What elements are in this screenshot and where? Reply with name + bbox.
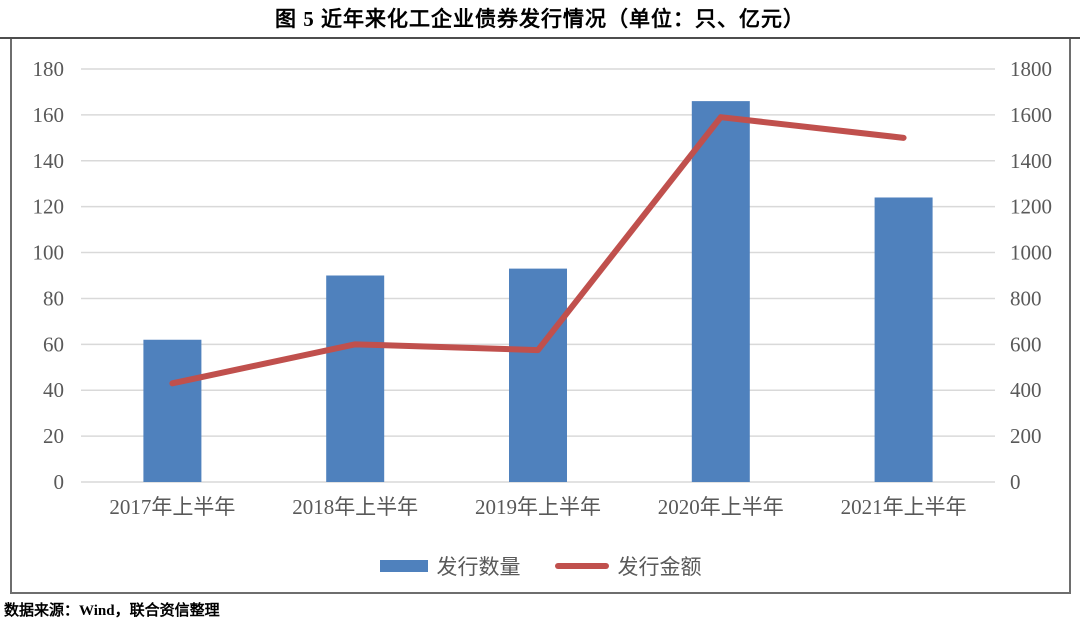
left-axis-tick-label: 20 xyxy=(43,424,64,448)
right-axis-tick-label: 400 xyxy=(1010,378,1042,402)
line-series-swatch xyxy=(554,563,609,569)
bar xyxy=(691,101,750,482)
bar-series-swatch xyxy=(379,560,428,572)
right-axis-tick-label: 1800 xyxy=(1010,57,1052,81)
bar xyxy=(874,197,933,482)
legend-label-line: 发行金额 xyxy=(617,555,702,579)
legend-item-line-series: 发行金额 xyxy=(554,551,702,581)
left-axis-tick-label: 100 xyxy=(33,241,65,265)
right-axis-labels: 0 200 400 600 800 1000 1200 1400 1600 1800 xyxy=(1010,57,1052,494)
bar-series xyxy=(143,101,933,482)
left-axis-tick-label: 140 xyxy=(33,149,65,173)
right-axis-tick-label: 200 xyxy=(1010,424,1042,448)
line-series xyxy=(169,114,907,387)
bar xyxy=(143,339,202,482)
left-axis-tick-label: 60 xyxy=(43,332,64,356)
right-axis-tick-label: 1600 xyxy=(1010,103,1052,127)
bar xyxy=(509,268,567,482)
x-axis-category-label: 2021年上半年 xyxy=(841,495,967,519)
chart-plot-area: 0 20 40 60 80 100 120 140 160 180 0 200 400 600 800 100… xyxy=(10,39,1071,594)
chart-title: 图 5 近年来化工企业债券发行情况（单位：只、亿元） xyxy=(275,7,805,31)
right-axis-tick-label: 1200 xyxy=(1010,195,1052,219)
right-axis-tick-label: 800 xyxy=(1010,286,1042,310)
chart-legend: 发行数量 发行金额 xyxy=(12,551,1069,581)
right-axis-tick-label: 1400 xyxy=(1010,149,1052,173)
gridlines xyxy=(81,68,995,483)
right-axis-tick-label: 0 xyxy=(1010,470,1021,494)
right-axis-tick-label: 1000 xyxy=(1010,241,1052,265)
left-axis-tick-label: 80 xyxy=(43,286,64,310)
left-axis-tick-label: 0 xyxy=(54,470,65,494)
bar xyxy=(326,275,385,482)
x-axis-labels: 2017年上半年 2018年上半年 2019年上半年 2020年上半年 2021年上半年 xyxy=(109,495,966,519)
left-axis-tick-label: 40 xyxy=(43,378,64,402)
data-source-note: 数据来源：Wind，联合资信整理 xyxy=(4,603,220,619)
left-axis-tick-label: 120 xyxy=(33,195,65,219)
legend-label-bar: 发行数量 xyxy=(436,555,521,579)
x-axis-category-label: 2017年上半年 xyxy=(109,495,235,519)
x-axis-category-label: 2020年上半年 xyxy=(658,495,784,519)
right-axis-tick-label: 600 xyxy=(1010,332,1042,356)
legend-item-bar-series: 发行数量 xyxy=(379,551,521,581)
x-axis-category-label: 2019年上半年 xyxy=(475,495,601,519)
left-axis-labels: 0 20 40 60 80 100 120 140 160 180 xyxy=(33,57,65,494)
left-axis-tick-label: 180 xyxy=(33,57,65,81)
chart-canvas: 0204060801001201401601800200400600800100… xyxy=(33,57,1053,519)
title-divider xyxy=(0,37,1080,39)
left-axis-tick-label: 160 xyxy=(33,103,65,127)
x-axis-category-label: 2018年上半年 xyxy=(292,495,418,519)
